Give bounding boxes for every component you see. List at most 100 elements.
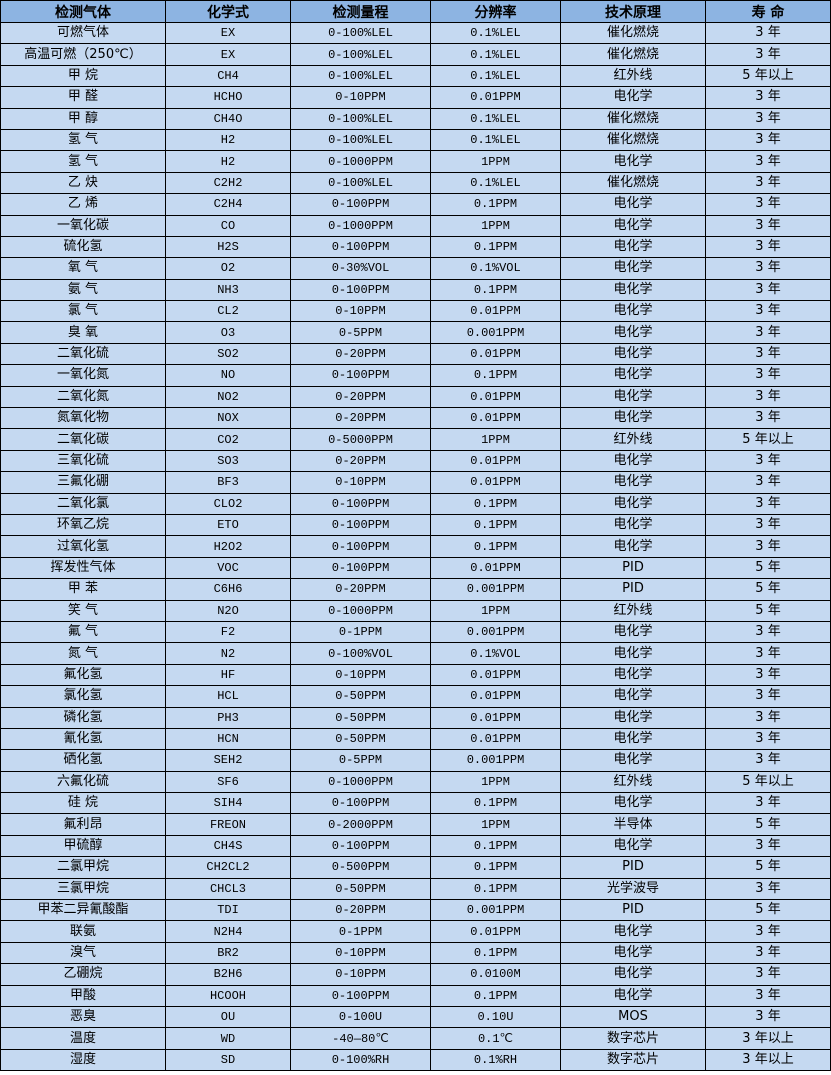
cell-resolution: 0.01PPM xyxy=(430,706,561,729)
cell-principle: 电化学 xyxy=(560,920,706,943)
cell-lifespan: 3 年 xyxy=(705,214,831,237)
table-row: 甲 醛 HCHO 0-10PPM 0.01PPM 电化学 3 年 xyxy=(0,86,831,109)
cell-lifespan: 3 年 xyxy=(705,21,831,45)
cell-range: 0-50PPM xyxy=(290,706,431,729)
cell-resolution: 0.01PPM xyxy=(430,727,561,751)
table-row: 温度 WD -40—80℃ 0.1℃ 数字芯片 3 年以上 xyxy=(0,1027,831,1050)
cell-principle: PID xyxy=(560,899,706,922)
table-row: 硫化氢 H2S 0-100PPM 0.1PPM 电化学 3 年 xyxy=(0,235,831,259)
cell-formula: BF3 xyxy=(165,471,291,494)
cell-range: 0-100%LEL xyxy=(290,43,431,66)
cell-range: 0-100PPM xyxy=(290,984,431,1007)
cell-resolution: 0.01PPM xyxy=(430,407,561,430)
table-row: 六氟化硫 SF6 0-1000PPM 1PPM 红外线 5 年以上 xyxy=(0,770,831,794)
cell-principle: 电化学 xyxy=(560,385,706,409)
cell-principle: 电化学 xyxy=(560,257,706,280)
table-row: 二氧化硫 SO2 0-20PPM 0.01PPM 电化学 3 年 xyxy=(0,342,831,366)
cell-gas: 挥发性气体 xyxy=(0,556,166,580)
cell-formula: O2 xyxy=(165,257,291,280)
cell-range: 0-100PPM xyxy=(290,364,431,387)
cell-lifespan: 3 年 xyxy=(705,449,831,473)
cell-formula: C2H4 xyxy=(165,193,291,216)
cell-principle: 电化学 xyxy=(560,727,706,751)
cell-principle: 电化学 xyxy=(560,407,706,430)
cell-range: 0-100PPM xyxy=(290,193,431,216)
cell-resolution: 0.1PPM xyxy=(430,792,561,815)
cell-resolution: 0.1%LEL xyxy=(430,64,561,88)
cell-range: 0-1000PPM xyxy=(290,150,431,173)
cell-principle: 电化学 xyxy=(560,513,706,537)
cell-formula: CLO2 xyxy=(165,492,291,515)
cell-formula: SF6 xyxy=(165,770,291,794)
cell-resolution: 0.01PPM xyxy=(430,685,561,708)
cell-range: 0-10PPM xyxy=(290,963,431,986)
cell-gas: 笑 气 xyxy=(0,599,166,622)
cell-formula: NO2 xyxy=(165,385,291,409)
cell-principle: 数字芯片 xyxy=(560,1048,706,1072)
cell-gas: 环氧乙烷 xyxy=(0,513,166,537)
cell-principle: 电化学 xyxy=(560,449,706,473)
cell-lifespan: 5 年以上 xyxy=(705,428,831,451)
table-row: 氧 气 O2 0-30%VOL 0.1%VOL 电化学 3 年 xyxy=(0,257,831,280)
cell-range: 0-50PPM xyxy=(290,877,431,901)
cell-resolution: 0.1%LEL xyxy=(430,107,561,130)
table-row: 甲 醇 CH4O 0-100%LEL 0.1%LEL 催化燃烧 3 年 xyxy=(0,107,831,130)
cell-resolution: 0.01PPM xyxy=(430,300,561,323)
cell-range: 0-10PPM xyxy=(290,300,431,323)
cell-lifespan: 3 年 xyxy=(705,685,831,708)
cell-formula: H2O2 xyxy=(165,535,291,558)
cell-formula: H2 xyxy=(165,150,291,173)
cell-principle: 催化燃烧 xyxy=(560,128,706,152)
cell-resolution: 1PPM xyxy=(430,150,561,173)
cell-gas: 一氧化碳 xyxy=(0,214,166,237)
cell-formula: B2H6 xyxy=(165,963,291,986)
cell-range: 0-30%VOL xyxy=(290,257,431,280)
cell-range: 0-100PPM xyxy=(290,834,431,858)
table-row: 氟利昂 FREON 0-2000PPM 1PPM 半导体 5 年 xyxy=(0,813,831,836)
cell-lifespan: 3 年 xyxy=(705,235,831,259)
cell-range: 0-1PPM xyxy=(290,920,431,943)
cell-gas: 氯化氢 xyxy=(0,685,166,708)
cell-lifespan: 3 年 xyxy=(705,749,831,772)
header-lifespan: 寿 命 xyxy=(705,0,831,23)
cell-principle: 电化学 xyxy=(560,685,706,708)
cell-lifespan: 5 年 xyxy=(705,599,831,622)
cell-resolution: 0.001PPM xyxy=(430,749,561,772)
cell-range: 0-50PPM xyxy=(290,685,431,708)
cell-lifespan: 3 年 xyxy=(705,620,831,644)
cell-gas: 氯 气 xyxy=(0,300,166,323)
table-row: 臭 氧 O3 0-5PPM 0.001PPM 电化学 3 年 xyxy=(0,321,831,344)
cell-principle: 电化学 xyxy=(560,193,706,216)
cell-resolution: 0.1PPM xyxy=(430,364,561,387)
cell-resolution: 0.1%RH xyxy=(430,1048,561,1072)
cell-principle: 电化学 xyxy=(560,300,706,323)
table-row: 氮氧化物 NOX 0-20PPM 0.01PPM 电化学 3 年 xyxy=(0,407,831,430)
table-row: 笑 气 N2O 0-1000PPM 1PPM 红外线 5 年 xyxy=(0,599,831,622)
cell-formula: HCOOH xyxy=(165,984,291,1007)
table-row: 氟化氢 HF 0-10PPM 0.01PPM 电化学 3 年 xyxy=(0,663,831,687)
cell-resolution: 1PPM xyxy=(430,813,561,836)
cell-resolution: 0.001PPM xyxy=(430,620,561,644)
cell-gas: 联氨 xyxy=(0,920,166,943)
cell-lifespan: 3 年 xyxy=(705,43,831,66)
cell-formula: F2 xyxy=(165,620,291,644)
cell-gas: 溴气 xyxy=(0,941,166,965)
cell-gas: 氰化氢 xyxy=(0,727,166,751)
cell-gas: 臭 氧 xyxy=(0,321,166,344)
cell-gas: 二氯甲烷 xyxy=(0,856,166,879)
cell-gas: 甲酸 xyxy=(0,984,166,1007)
cell-resolution: 0.1%VOL xyxy=(430,257,561,280)
cell-formula: SEH2 xyxy=(165,749,291,772)
cell-range: 0-5PPM xyxy=(290,749,431,772)
cell-principle: 半导体 xyxy=(560,813,706,836)
cell-formula: N2H4 xyxy=(165,920,291,943)
cell-range: 0-1000PPM xyxy=(290,770,431,794)
cell-lifespan: 3 年 xyxy=(705,963,831,986)
cell-formula: HCHO xyxy=(165,86,291,109)
table-row: 乙 炔 C2H2 0-100%LEL 0.1%LEL 催化燃烧 3 年 xyxy=(0,171,831,195)
cell-formula: FREON xyxy=(165,813,291,836)
table-row: 一氧化氮 NO 0-100PPM 0.1PPM 电化学 3 年 xyxy=(0,364,831,387)
cell-gas: 三氯甲烷 xyxy=(0,877,166,901)
cell-gas: 三氧化硫 xyxy=(0,449,166,473)
